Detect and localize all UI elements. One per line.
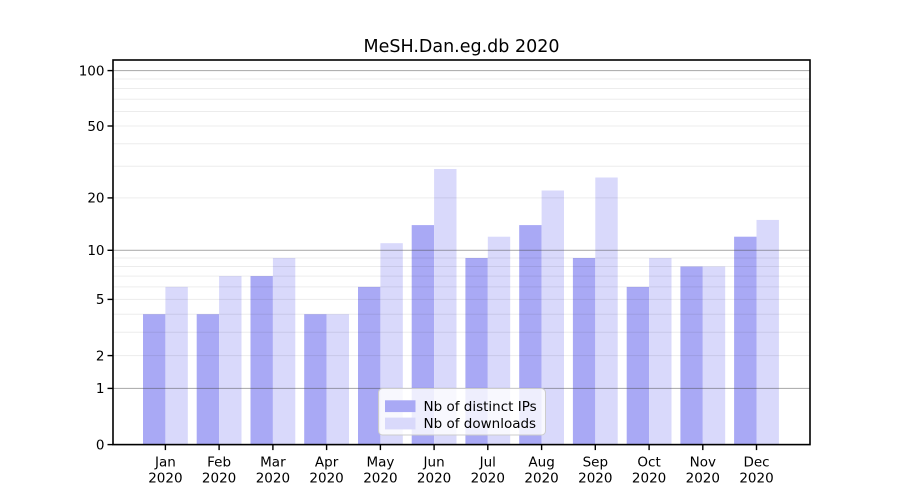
chart-title: MeSH.Dan.eg.db 2020	[364, 37, 560, 57]
bar-downloads	[165, 286, 188, 445]
x-axis-month-label: Jan	[154, 455, 176, 471]
x-axis-month-label: Sep	[583, 455, 608, 471]
bar-distinct-ips	[143, 314, 166, 445]
bar-distinct-ips	[358, 286, 381, 445]
bar-downloads	[649, 258, 672, 445]
x-axis-month-label: Oct	[637, 455, 660, 471]
x-axis-year-label: 2020	[471, 471, 505, 487]
bar-downloads	[595, 177, 618, 445]
x-axis: Jan2020Feb2020Mar2020Apr2020May2020Jun20…	[148, 444, 774, 487]
bar-downloads	[272, 258, 296, 445]
bar-downloads	[756, 219, 779, 445]
bar-distinct-ips	[626, 286, 650, 445]
bar-distinct-ips	[304, 314, 327, 445]
x-axis-year-label: 2020	[256, 471, 290, 487]
y-axis-tick-label: 0	[96, 437, 105, 453]
y-axis-tick-label: 100	[79, 63, 105, 79]
x-axis-year-label: 2020	[578, 471, 612, 487]
bar-downloads	[219, 276, 242, 445]
y-axis-tick-label: 5	[96, 292, 105, 308]
x-axis-month-label: Dec	[743, 455, 769, 471]
legend-label-downloads: Nb of downloads	[424, 416, 537, 432]
x-axis-year-label: 2020	[632, 471, 666, 487]
bar-downloads	[434, 169, 457, 445]
legend-swatch-downloads	[385, 417, 416, 430]
bar-distinct-ips	[250, 276, 273, 445]
legend-box	[378, 388, 546, 436]
bar-downloads	[541, 190, 564, 445]
y-axis-tick-label: 20	[87, 191, 104, 207]
x-axis-year-label: 2020	[363, 471, 397, 487]
legend-label-distinct-ips: Nb of distinct IPs	[424, 399, 537, 415]
x-axis-year-label: 2020	[686, 471, 720, 487]
plot-border	[112, 59, 811, 446]
x-axis-year-label: 2020	[309, 471, 343, 487]
bar-distinct-ips	[734, 236, 757, 445]
y-axis-tick-label: 10	[87, 243, 104, 259]
y-axis-tick-label: 2	[96, 348, 105, 364]
y-axis: 0 1 2 5 10 20 50 100	[79, 63, 113, 453]
x-axis-month-label: Jun	[423, 455, 445, 471]
x-axis-month-label: May	[366, 455, 394, 471]
x-axis-month-label: Jul	[479, 455, 496, 471]
x-axis-year-label: 2020	[202, 471, 236, 487]
x-axis-month-label: Apr	[315, 455, 339, 471]
legend-swatch-distinct-ips	[385, 400, 416, 413]
bar-downloads	[702, 266, 726, 445]
x-axis-month-label: Aug	[528, 455, 554, 471]
y-axis-tick-label: 1	[96, 381, 105, 397]
bar-distinct-ips	[680, 266, 703, 445]
bar-distinct-ips	[196, 314, 220, 445]
gridlines	[113, 70, 810, 389]
bar-downloads	[326, 314, 349, 445]
x-axis-year-label: 2020	[417, 471, 451, 487]
x-axis-month-label: Feb	[207, 455, 231, 471]
x-axis-year-label: 2020	[524, 471, 558, 487]
x-axis-year-label: 2020	[739, 471, 773, 487]
x-axis-month-label: Nov	[690, 455, 716, 471]
y-axis-tick-label: 50	[87, 119, 104, 135]
x-axis-month-label: Mar	[260, 455, 286, 471]
bar-distinct-ips	[572, 258, 596, 445]
x-axis-year-label: 2020	[148, 471, 182, 487]
